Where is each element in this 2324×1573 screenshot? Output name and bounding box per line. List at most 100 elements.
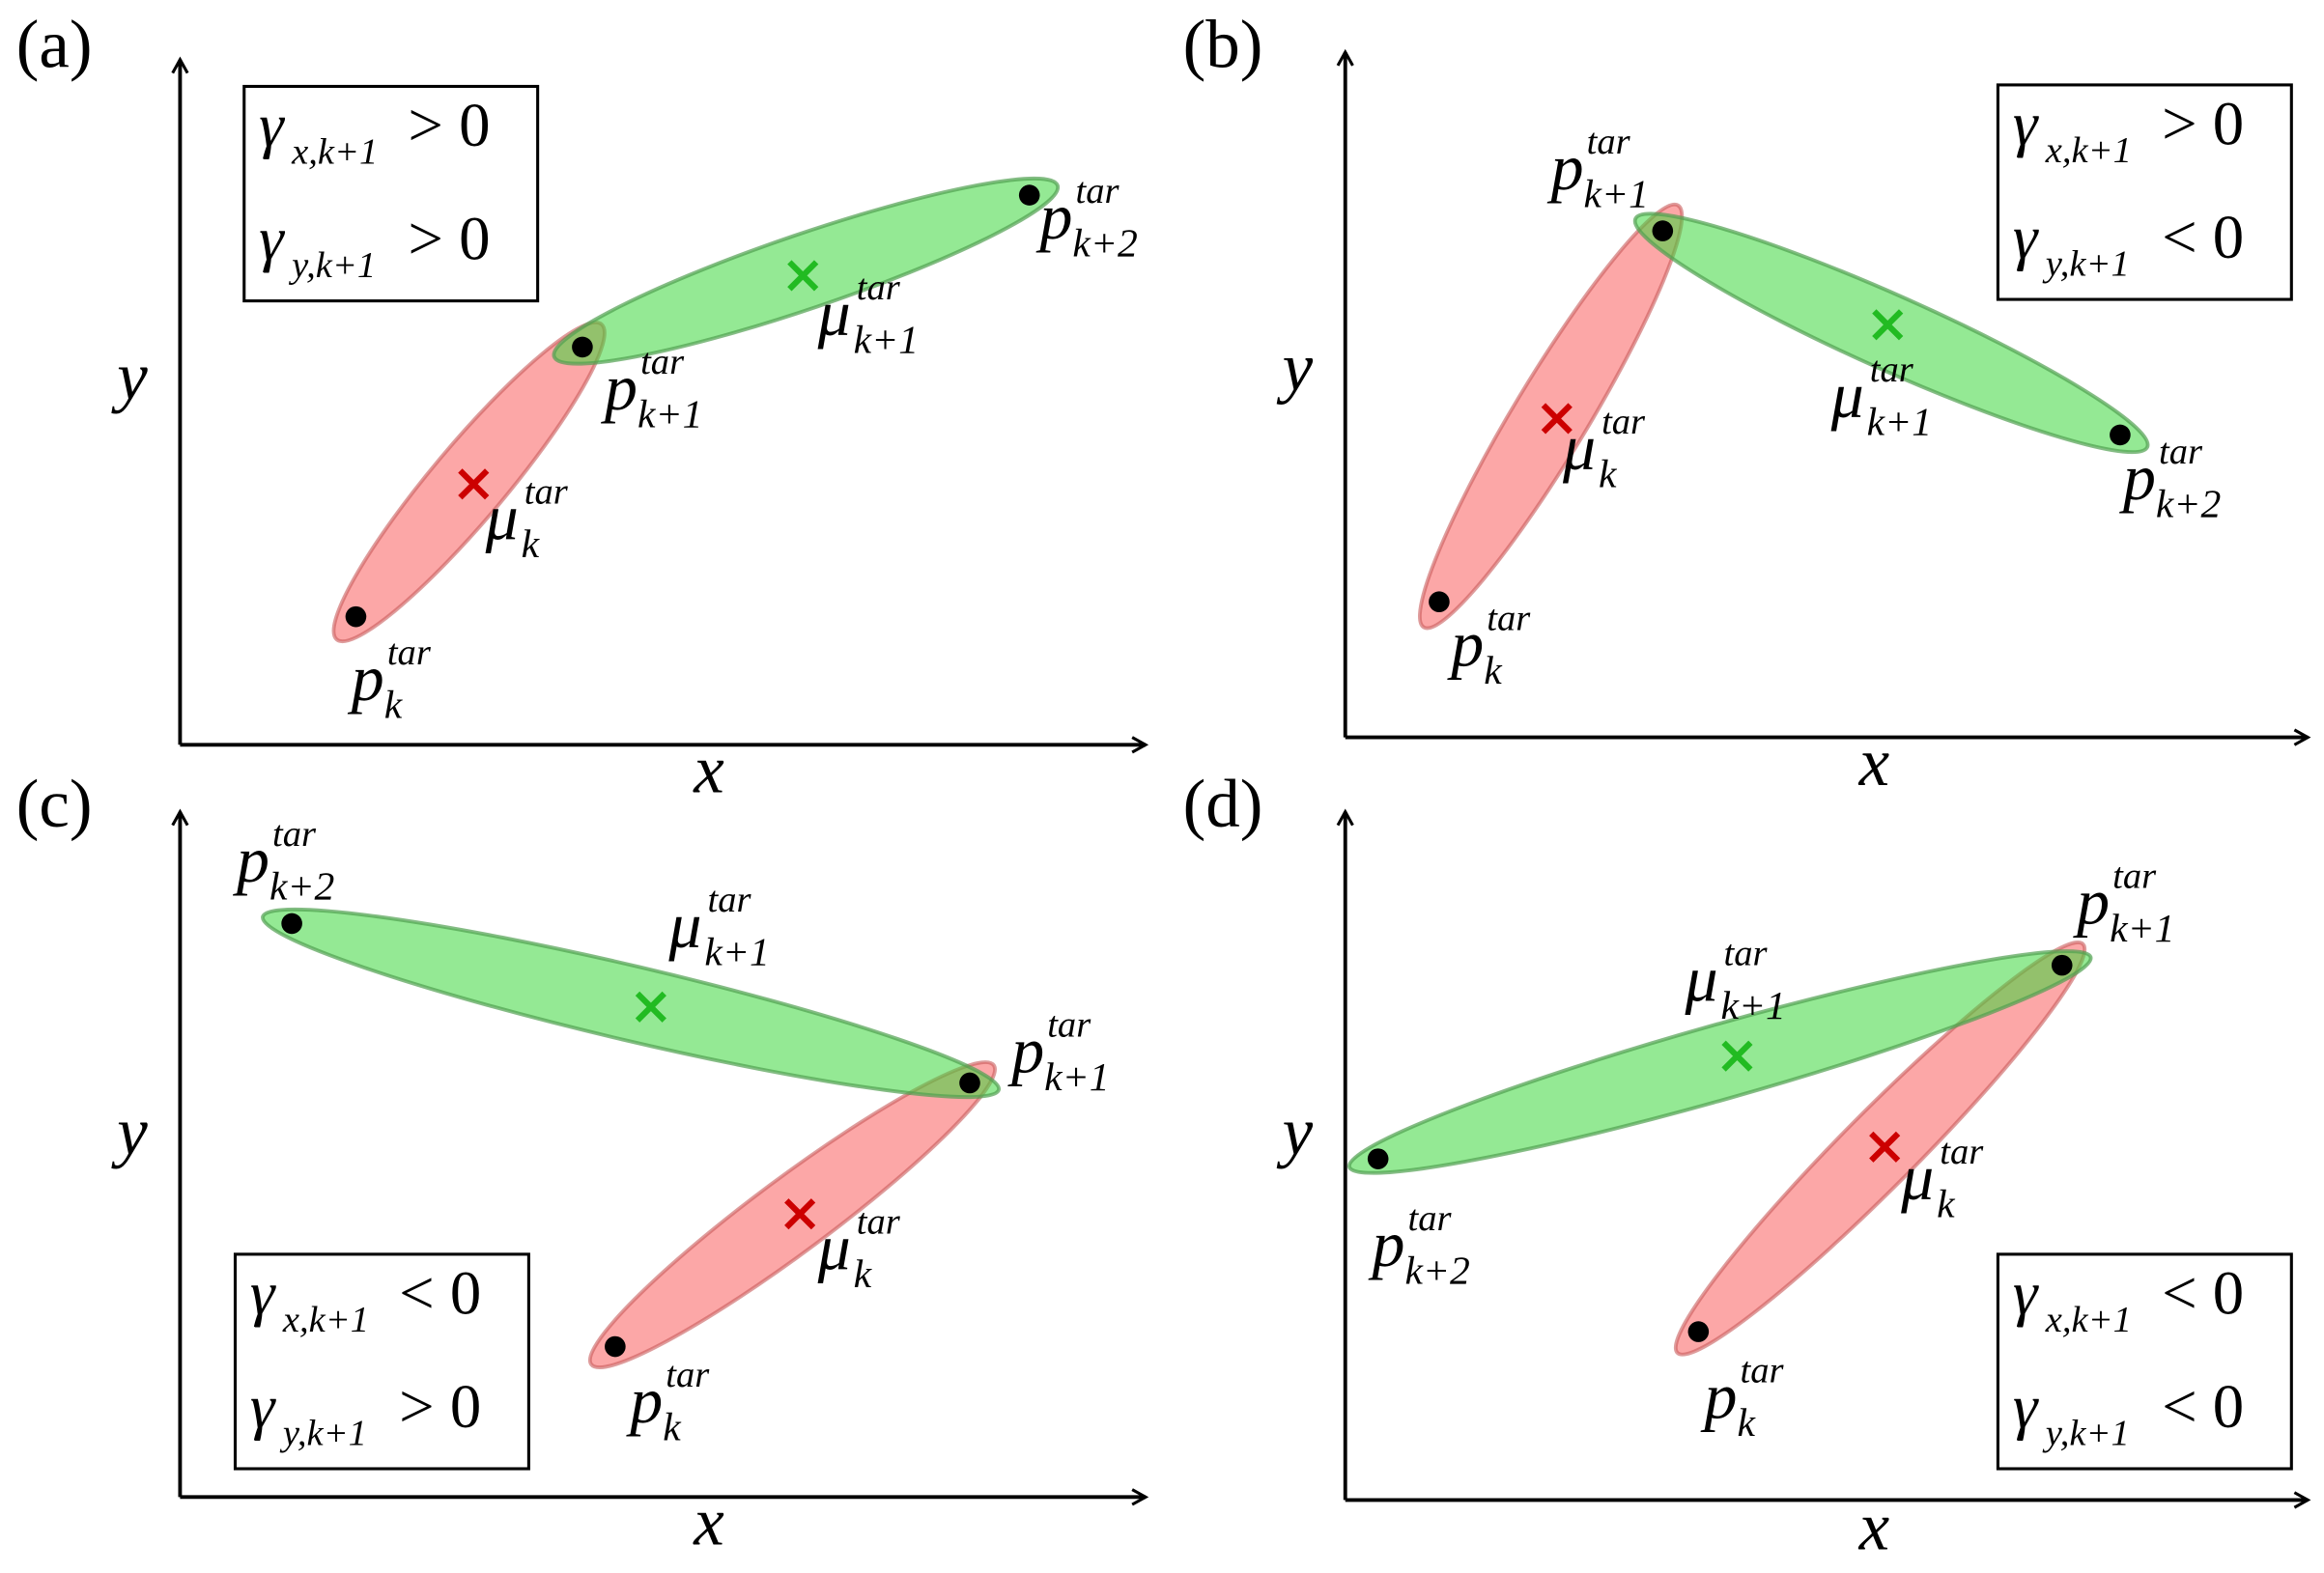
label-base: μ: [485, 481, 519, 553]
condition-symbol: γ: [2013, 90, 2039, 159]
target-point: [1652, 220, 1674, 241]
target-point: [281, 913, 302, 935]
target-point: [345, 605, 367, 628]
condition-relation: > 0: [408, 204, 490, 273]
label-base: μ: [1830, 359, 1864, 432]
target-point: [1367, 1148, 1389, 1169]
ellipse-region: [1346, 949, 2093, 1175]
label-sub: k+2: [1404, 1250, 1469, 1294]
label-base: p: [2073, 865, 2110, 938]
label-sub: k+1: [1720, 984, 1785, 1028]
y-axis-label: y: [111, 1095, 148, 1170]
label-base: μ: [1562, 411, 1596, 484]
panel-label: (c): [16, 767, 93, 842]
ellipse-region: [587, 1060, 997, 1369]
condition-relation: < 0: [2162, 1372, 2244, 1442]
condition-relation: > 0: [2162, 90, 2244, 159]
label-sub: k: [1484, 649, 1503, 693]
label-base: p: [1447, 608, 1484, 681]
label-sup: tar: [1487, 599, 1531, 639]
label-base: μ: [817, 277, 851, 350]
label-sup: tar: [666, 1355, 710, 1395]
label-sup: tar: [272, 814, 317, 855]
target-point: [2051, 954, 2073, 976]
label-base: μ: [1684, 943, 1717, 1016]
mean-marker: [787, 260, 819, 292]
condition-sub: y,k+1: [279, 1413, 367, 1453]
label-sup: tar: [387, 632, 432, 673]
label-base: p: [233, 824, 269, 896]
label-sup: tar: [1408, 1198, 1453, 1239]
mean-marker: [635, 991, 666, 1023]
condition-sub: y,k+1: [2042, 1413, 2130, 1453]
label-sup: tar: [708, 880, 752, 920]
label-sup: tar: [1076, 171, 1120, 211]
condition-sub: y,k+1: [288, 245, 376, 286]
label-sub: k: [1599, 452, 1618, 496]
label-sub: k: [854, 1252, 873, 1297]
condition-symbol: γ: [250, 1372, 276, 1442]
condition-symbol: γ: [250, 1259, 276, 1329]
ellipse-region: [261, 907, 1002, 1100]
label-sub: k: [1937, 1182, 1956, 1226]
label-sup: tar: [2112, 856, 2157, 896]
condition-relation: < 0: [399, 1259, 481, 1329]
label-sup: tar: [857, 1201, 901, 1242]
label-sub: k+1: [1044, 1055, 1109, 1100]
condition-relation: > 0: [399, 1372, 481, 1442]
panel-label: (b): [1183, 7, 1263, 82]
label-sup: tar: [1940, 1132, 1984, 1172]
label-base: μ: [667, 889, 701, 962]
label-base: p: [348, 642, 384, 715]
panel-label: (a): [16, 7, 93, 82]
condition-symbol: γ: [259, 204, 285, 273]
condition-box: [242, 84, 540, 303]
label-sub: k: [384, 684, 404, 728]
label-sup: tar: [1741, 1351, 1785, 1391]
condition-sub: x,k+1: [2045, 1300, 2132, 1340]
condition-sub: y,k+1: [2042, 243, 2130, 284]
condition-symbol: γ: [259, 91, 285, 160]
label-base: p: [1369, 1208, 1405, 1280]
label-sub: k: [522, 522, 541, 567]
mean-marker: [1869, 1131, 1901, 1163]
target-point: [1018, 184, 1040, 206]
label-sub: k+2: [2156, 482, 2221, 526]
target-point: [605, 1335, 626, 1358]
condition-relation: < 0: [2162, 1259, 2244, 1329]
y-axis-label: y: [1277, 1095, 1314, 1170]
panel-label: (d): [1183, 767, 1263, 842]
label-sub: k: [663, 1406, 682, 1450]
condition-symbol: γ: [2013, 1259, 2039, 1329]
label-base: μ: [1900, 1141, 1934, 1214]
label-base: p: [1701, 1361, 1738, 1433]
x-axis-label: x: [693, 1485, 724, 1560]
label-sub: k+1: [704, 931, 769, 975]
condition-box: [233, 1252, 530, 1471]
target-point: [1687, 1321, 1710, 1342]
target-point: [2110, 424, 2131, 446]
label-sub: k+1: [638, 393, 702, 437]
label-base: p: [2119, 441, 2156, 514]
label-sup: tar: [2159, 432, 2203, 472]
label-sub: k+2: [1072, 221, 1137, 266]
label-sub: k+1: [2110, 907, 2174, 951]
label-base: p: [1036, 181, 1073, 253]
target-point: [1429, 591, 1450, 613]
label-sup: tar: [857, 267, 901, 308]
x-axis-label: x: [1858, 1489, 1890, 1564]
ellipse-region: [1632, 211, 2150, 455]
y-axis-label: y: [1277, 330, 1314, 406]
condition-sub: x,k+1: [2045, 130, 2132, 171]
mean-marker: [1721, 1040, 1753, 1072]
mean-marker: [1541, 403, 1573, 435]
label-base: p: [1547, 131, 1584, 204]
condition-relation: < 0: [2162, 203, 2244, 272]
label-sub: k+1: [854, 319, 919, 363]
condition-sub: x,k+1: [282, 1300, 369, 1340]
condition-symbol: γ: [2013, 1372, 2039, 1442]
